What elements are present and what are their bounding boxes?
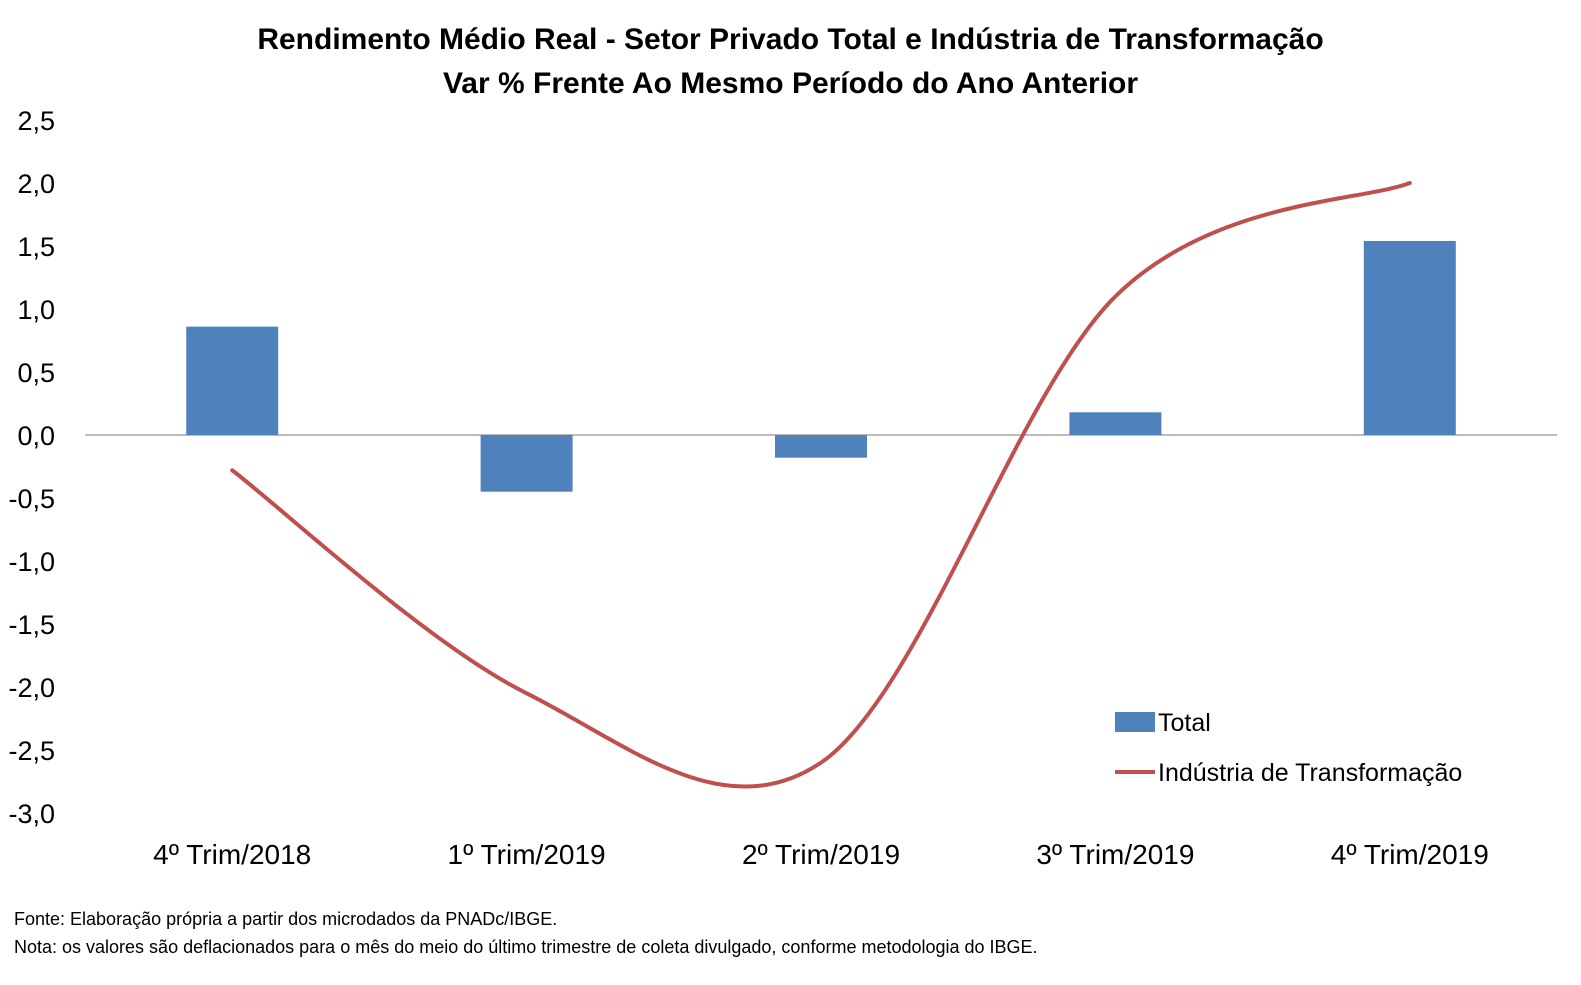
legend-label-total: Total — [1158, 709, 1211, 737]
bar-total — [1069, 412, 1162, 435]
bar-total — [775, 435, 867, 458]
y-tick-label: 0,5 — [17, 358, 55, 388]
y-tick-label: 2,0 — [17, 169, 55, 199]
chart-title: Rendimento Médio Real - Setor Privado To… — [257, 23, 1324, 56]
x-tick-label: 1º Trim/2019 — [448, 839, 606, 870]
y-tick-label: -2,5 — [8, 736, 55, 766]
source-note: Fonte: Elaboração própria a partir dos m… — [14, 909, 558, 929]
y-tick-label: -3,0 — [8, 799, 55, 829]
y-tick-label: 2,5 — [17, 106, 55, 136]
y-tick-label: 1,5 — [17, 232, 55, 262]
industria-series-line — [230, 181, 1412, 789]
legend-swatch-total — [1115, 712, 1155, 732]
y-axis: 2,5 2,0 1,5 1,0 0,5 0,0 -0,5 -1,0 -1,5 -2,0 -2,5 -3… — [8, 106, 55, 829]
legend-label-industria: Indústria de Transformação — [1158, 759, 1462, 787]
x-tick-label: 2º Trim/2019 — [742, 839, 900, 870]
bar-total — [1363, 240, 1456, 435]
bar-total — [480, 435, 573, 492]
x-tick-label: 4º Trim/2019 — [1331, 839, 1489, 870]
x-tick-label: 3º Trim/2019 — [1036, 839, 1194, 870]
methodology-note: Nota: os valores são deflacionados para … — [14, 937, 1038, 957]
bar-total — [186, 326, 279, 435]
legend: Total Indústria de Transformação — [1115, 709, 1462, 787]
y-tick-label: -0,5 — [8, 484, 55, 514]
y-tick-label: 0,0 — [17, 421, 55, 451]
y-tick-label: 1,0 — [17, 295, 55, 325]
chart-subtitle: Var % Frente Ao Mesmo Período do Ano Ant… — [442, 67, 1139, 100]
y-tick-label: -2,0 — [8, 673, 55, 703]
total-series — [186, 240, 1456, 492]
y-tick-label: -1,5 — [8, 610, 55, 640]
x-tick-label: 4º Trim/2018 — [153, 839, 311, 870]
x-axis: 4º Trim/2018 1º Trim/2019 2º Trim/2019 3º T… — [153, 839, 1489, 870]
y-tick-label: -1,0 — [8, 547, 55, 577]
